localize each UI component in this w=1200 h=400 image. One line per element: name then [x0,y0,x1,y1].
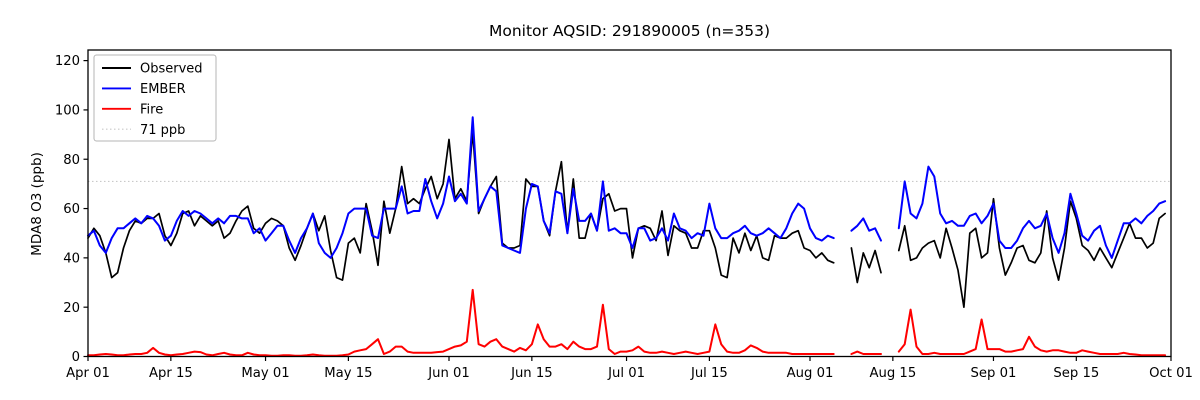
y-tick-label: 100 [55,104,80,119]
series-ember [897,165,1167,259]
series-fire [897,308,1167,357]
y-axis-label: MDA8 O3 (ppb) [29,152,45,256]
x-tick-label: Apr 15 [149,366,193,381]
x-tick-label: Aug 15 [869,366,916,381]
series-observed [897,197,1166,309]
y-tick-label: 40 [63,251,80,266]
legend-label-observed: Observed [140,62,203,77]
plot-frame [87,49,1172,358]
x-tick-label: Apr 01 [66,366,110,381]
x-tick-label: Jul 01 [607,366,645,381]
series-ember [850,217,882,242]
x-tick-label: Jun 01 [427,366,470,381]
series-ember [87,116,835,259]
series-observed [850,247,882,284]
x-tick-label: Sep 15 [1053,366,1099,381]
y-tick-label: 120 [55,54,80,69]
x-tick-label: Sep 01 [971,366,1017,381]
y-tick-label: 60 [63,202,80,217]
x-tick-label: Jun 15 [510,366,553,381]
legend-label-fire: Fire [140,103,163,118]
series-fire [87,288,835,357]
plot-area: Apr 01 Apr 15 May 01 May 15 Jun 01 Jun 15 Jul … [55,49,1193,381]
x-tick-label: May 01 [241,366,289,381]
legend-label-71-ppb: 71 ppb [140,123,185,138]
y-tick-label: 20 [63,301,80,316]
y-tick-label: 0 [72,350,80,365]
x-tick-label: May 15 [324,366,372,381]
legend-label-ember: EMBER [140,82,186,97]
legend-box [93,54,217,142]
x-tick-label: Aug 01 [787,366,834,381]
series-fire [850,350,882,355]
x-tick-label: Oct 01 [1149,366,1193,381]
y-tick-label: 80 [63,153,80,168]
chart-title: Monitor AQSID: 291890005 (n=353) [489,22,770,40]
series-observed [87,131,835,281]
x-tick-label: Jul 15 [690,366,728,381]
